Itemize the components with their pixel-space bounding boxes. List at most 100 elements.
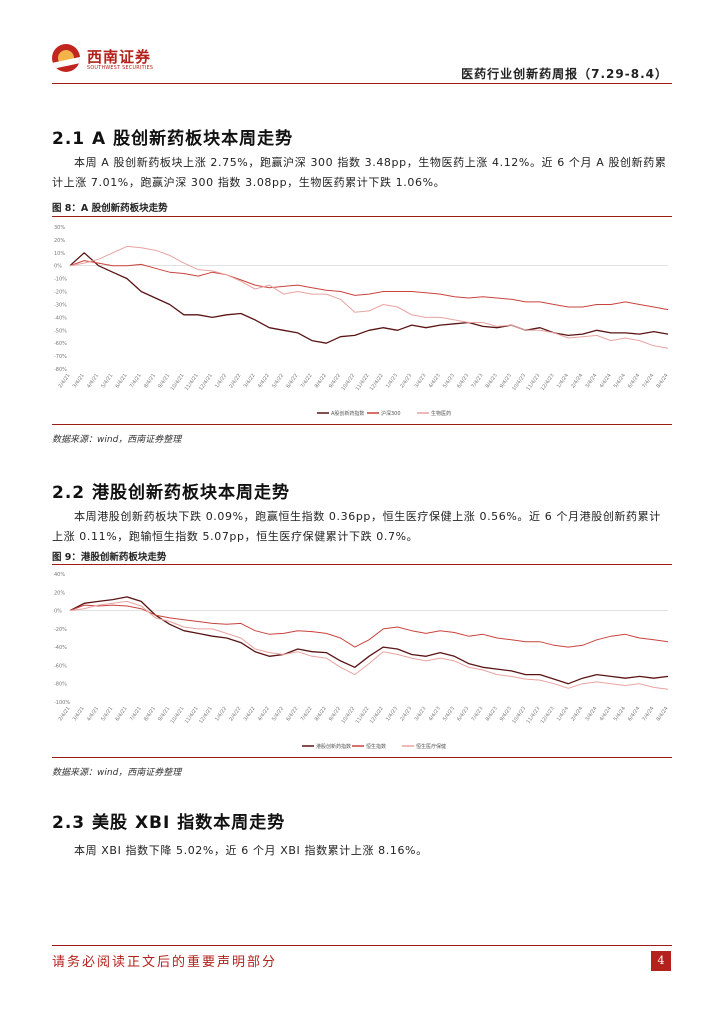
x-tick-label: 9/4/22 xyxy=(328,706,342,723)
y-tick-label: -50% xyxy=(54,328,67,334)
x-tick-label: 5/4/21 xyxy=(100,373,114,390)
x-tick-label: 3/4/21 xyxy=(72,373,86,390)
x-tick-label: 7/4/23 xyxy=(470,373,484,390)
figure-bottom-rule xyxy=(52,424,672,425)
figure-source-8: 数据来源：wind，西南证券整理 xyxy=(52,435,182,445)
figure-caption-8: 图 8：A 股创新药板块走势 xyxy=(52,203,168,214)
x-tick-label: 12/4/22 xyxy=(369,373,385,392)
x-tick-label: 1/4/23 xyxy=(385,373,399,390)
x-tick-label: 5/4/24 xyxy=(613,373,627,390)
legend-label: 沪深300 xyxy=(381,410,401,417)
series-line-1 xyxy=(69,596,669,685)
x-tick-label: 3/4/22 xyxy=(243,706,257,723)
x-tick-label: 6/4/24 xyxy=(627,706,641,723)
x-tick-label: 7/4/21 xyxy=(129,706,143,723)
x-tick-label: 2/4/24 xyxy=(570,373,584,390)
x-tick-label: 1/4/24 xyxy=(556,373,570,390)
y-tick-label: 0% xyxy=(54,264,62,270)
section-heading-xbi: 2.3 美股 XBI 指数本周走势 xyxy=(52,813,286,833)
figure-bottom-rule xyxy=(52,757,672,758)
hk-share-line-chart: 40%20%0%-20%-40%-60%-80%-100%2/4/21 3/4/2… xyxy=(54,572,670,750)
x-tick-label: 5/4/23 xyxy=(442,706,456,723)
x-tick-label: 3/4/24 xyxy=(584,706,598,723)
x-tick-label: 3/4/22 xyxy=(243,373,257,390)
series-line-1 xyxy=(69,252,669,344)
x-tick-label: 6/4/22 xyxy=(285,373,299,390)
x-tick-label: 8/4/21 xyxy=(143,373,157,390)
logo-name: 西南证券 xyxy=(87,48,152,66)
x-tick-label: 2/4/22 xyxy=(228,373,242,390)
y-tick-label: 20% xyxy=(54,590,65,596)
x-tick-label: 4/4/24 xyxy=(599,373,613,390)
figure-top-rule xyxy=(52,216,672,217)
x-tick-label: 5/4/23 xyxy=(442,373,456,390)
x-tick-label: 1/4/23 xyxy=(385,706,399,723)
x-tick-label: 8/4/24 xyxy=(655,373,669,390)
x-tick-label: 6/4/21 xyxy=(114,706,128,723)
y-tick-label: -20% xyxy=(54,627,67,633)
x-tick-label: 6/4/24 xyxy=(627,373,641,390)
x-tick-label: 2/4/21 xyxy=(57,706,71,723)
a-share-line-chart: 30% 20% 10% 0% -10% -20% -30% -40% -50% -60% -70% -… xyxy=(54,225,670,417)
y-tick-label: -10% xyxy=(54,277,67,283)
x-tick-label: 5/4/21 xyxy=(100,706,114,723)
series-line-2 xyxy=(69,260,669,311)
section-paragraph-xbi: 本周 XBI 指数下降 5.02%，近 6 个月 XBI 指数累计上涨 8.16… xyxy=(52,841,672,861)
x-tick-label: 6/4/23 xyxy=(456,706,470,723)
x-tick-label: 4/4/23 xyxy=(428,706,442,723)
x-tick-label: 2/4/23 xyxy=(399,373,413,390)
x-tick-label: 12/4/21 xyxy=(198,706,214,725)
x-tick-label: 12/4/21 xyxy=(198,373,214,392)
x-tick-label: 4/4/23 xyxy=(428,373,442,390)
x-tick-label: 4/4/22 xyxy=(257,373,271,390)
x-tick-label: 6/4/21 xyxy=(114,373,128,390)
y-tick-label: -80% xyxy=(54,682,67,688)
x-tick-label: 1/4/22 xyxy=(214,373,228,390)
x-tick-label: 8/4/21 xyxy=(143,706,157,723)
x-tick-label: 12/4/23 xyxy=(540,706,556,725)
x-tick-label: 2/4/22 xyxy=(228,706,242,723)
paragraph-text: 本周 A 股创新药板块上涨 2.75%，跑赢沪深 300 指数 3.48pp，生… xyxy=(52,156,667,189)
logo-subtitle: SOUTHWEST SECURITIES xyxy=(87,66,154,71)
x-tick-label: 1/4/24 xyxy=(556,706,570,723)
footer-disclaimer: 请务必阅读正文后的重要声明部分 xyxy=(52,955,278,970)
figure-source-9: 数据来源：wind，西南证券整理 xyxy=(52,768,182,778)
section-paragraph-a-share: 本周 A 股创新药板块上涨 2.75%，跑赢沪深 300 指数 3.48pp，生… xyxy=(52,153,672,193)
x-tick-label: 4/4/21 xyxy=(86,373,100,390)
legend-label: 生物医药 xyxy=(431,410,451,417)
x-tick-label: 4/4/22 xyxy=(257,706,271,723)
logo-emblem-icon xyxy=(52,44,80,72)
x-tick-label: 9/4/22 xyxy=(328,373,342,390)
x-tick-label: 5/4/22 xyxy=(271,706,285,723)
report-title: 医药行业创新药周报（7.29-8.4） xyxy=(461,67,668,81)
header-divider xyxy=(52,83,672,84)
x-tick-label: 7/4/22 xyxy=(300,706,314,723)
x-tick-label: 9/4/21 xyxy=(157,373,171,390)
x-tick-label: 5/4/22 xyxy=(271,373,285,390)
y-tick-label: -30% xyxy=(54,302,67,308)
legend-label: 港股创新药指数 xyxy=(316,743,351,750)
x-tick-label: 9/4/23 xyxy=(499,706,513,723)
y-tick-label: 20% xyxy=(54,238,65,244)
x-tick-label: 2/4/23 xyxy=(399,706,413,723)
section-heading-hk-share: 2.2 港股创新药板块本周走势 xyxy=(52,483,291,503)
section-paragraph-hk-share: 本周港股创新药板块下跌 0.09%，跑赢恒生指数 0.36pp，恒生医疗保健上涨… xyxy=(52,507,672,547)
x-tick-label: 6/4/23 xyxy=(456,373,470,390)
y-tick-label: -100% xyxy=(54,700,70,706)
x-tick-label: 8/4/24 xyxy=(655,706,669,723)
y-tick-label: -80% xyxy=(54,367,67,373)
x-tick-label: 9/4/23 xyxy=(499,373,513,390)
y-tick-label: -70% xyxy=(54,354,67,360)
x-tick-label: 12/4/23 xyxy=(540,373,556,392)
x-tick-label: 7/4/23 xyxy=(470,706,484,723)
x-tick-label: 4/4/21 xyxy=(86,706,100,723)
y-tick-label: -40% xyxy=(54,645,67,651)
page-number: 4 xyxy=(651,951,671,971)
x-tick-label: 2/4/24 xyxy=(570,706,584,723)
x-tick-label: 2/4/21 xyxy=(57,373,71,390)
figure-caption-9: 图 9：港股创新药板块走势 xyxy=(52,552,167,563)
legend-label: 恒生指数 xyxy=(366,743,386,750)
y-tick-label: -40% xyxy=(54,315,67,321)
x-tick-label: 8/4/23 xyxy=(485,373,499,390)
series-line-3 xyxy=(69,245,669,349)
